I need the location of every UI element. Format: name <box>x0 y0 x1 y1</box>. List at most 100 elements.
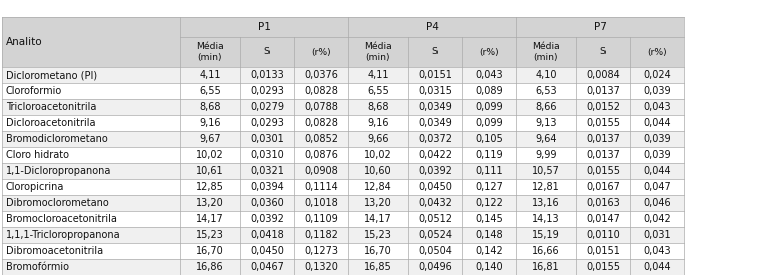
Text: P7: P7 <box>594 22 607 32</box>
Bar <box>576 37 630 67</box>
Text: 0,024: 0,024 <box>643 70 671 80</box>
Text: 0,0151: 0,0151 <box>418 70 452 80</box>
Text: Cloropicrina: Cloropicrina <box>6 182 65 192</box>
Text: Bromofórmio: Bromofórmio <box>6 262 69 272</box>
Bar <box>516 17 684 37</box>
Text: Dibromoacetonitrila: Dibromoacetonitrila <box>6 246 103 256</box>
Bar <box>2 179 684 195</box>
Text: 9,64: 9,64 <box>535 134 557 144</box>
Text: 8,66: 8,66 <box>535 102 557 112</box>
Text: 0,0376: 0,0376 <box>304 70 338 80</box>
Text: 16,70: 16,70 <box>196 246 224 256</box>
Text: 0,0310: 0,0310 <box>250 150 284 160</box>
Text: 9,13: 9,13 <box>535 118 557 128</box>
Text: 0,0152: 0,0152 <box>586 102 620 112</box>
Bar <box>516 37 576 67</box>
Text: 8,68: 8,68 <box>368 102 389 112</box>
Bar <box>180 17 348 37</box>
Text: 0,0137: 0,0137 <box>586 86 620 96</box>
Text: 0,043: 0,043 <box>475 70 503 80</box>
Text: 0,1018: 0,1018 <box>304 198 338 208</box>
Text: 0,0321: 0,0321 <box>250 166 284 176</box>
Text: Sᵢ: Sᵢ <box>431 48 439 56</box>
Text: 0,0450: 0,0450 <box>250 246 284 256</box>
Text: 0,145: 0,145 <box>475 214 503 224</box>
Bar <box>2 115 684 131</box>
Text: 8,68: 8,68 <box>199 102 221 112</box>
Bar <box>2 17 180 67</box>
Text: 0,0155: 0,0155 <box>586 166 620 176</box>
Text: 0,042: 0,042 <box>643 214 671 224</box>
Text: 6,55: 6,55 <box>199 86 221 96</box>
Text: Analito: Analito <box>6 37 43 47</box>
Text: Sᵢ: Sᵢ <box>599 48 607 56</box>
Text: 0,0467: 0,0467 <box>250 262 284 272</box>
Text: 0,046: 0,046 <box>643 198 670 208</box>
Text: 13,16: 13,16 <box>532 198 560 208</box>
Text: 0,148: 0,148 <box>475 230 503 240</box>
Text: 0,099: 0,099 <box>475 118 503 128</box>
Text: 0,0496: 0,0496 <box>418 262 452 272</box>
Bar <box>294 37 348 67</box>
Text: 4,11: 4,11 <box>368 70 389 80</box>
Bar <box>630 37 684 67</box>
Text: 9,99: 9,99 <box>535 150 557 160</box>
Text: 0,043: 0,043 <box>643 102 670 112</box>
Text: 10,60: 10,60 <box>365 166 392 176</box>
Text: 0,0163: 0,0163 <box>586 198 620 208</box>
Text: 0,0151: 0,0151 <box>586 246 620 256</box>
Text: 16,86: 16,86 <box>196 262 224 272</box>
Text: Cloroformio: Cloroformio <box>6 86 62 96</box>
Text: 0,0137: 0,0137 <box>586 150 620 160</box>
Bar <box>2 67 684 83</box>
Text: Tricloroacetonitrila: Tricloroacetonitrila <box>6 102 97 112</box>
Text: 0,0852: 0,0852 <box>304 134 338 144</box>
Text: (r%): (r%) <box>647 48 667 56</box>
Bar <box>2 83 684 99</box>
Text: Dibromoclorometano: Dibromoclorometano <box>6 198 109 208</box>
Text: 1,1-Dicloropropanona: 1,1-Dicloropropanona <box>6 166 111 176</box>
Text: 0,122: 0,122 <box>475 198 503 208</box>
Text: 0,0432: 0,0432 <box>418 198 452 208</box>
Text: 16,81: 16,81 <box>532 262 560 272</box>
Bar <box>240 37 294 67</box>
Text: 0,0418: 0,0418 <box>250 230 284 240</box>
Text: 10,02: 10,02 <box>196 150 224 160</box>
Text: Média
(min): Média (min) <box>532 42 560 62</box>
Text: 14,17: 14,17 <box>364 214 392 224</box>
Bar <box>2 147 684 163</box>
Text: 0,0828: 0,0828 <box>304 86 338 96</box>
Text: (r%): (r%) <box>479 48 498 56</box>
Text: Dicloroacetonitrila: Dicloroacetonitrila <box>6 118 95 128</box>
Text: 0,039: 0,039 <box>643 150 670 160</box>
Text: 0,1114: 0,1114 <box>304 182 338 192</box>
Text: 12,81: 12,81 <box>532 182 560 192</box>
Text: 0,0155: 0,0155 <box>586 262 620 272</box>
Text: 6,53: 6,53 <box>535 86 557 96</box>
Text: 0,044: 0,044 <box>643 166 670 176</box>
Text: 0,0084: 0,0084 <box>586 70 620 80</box>
Bar <box>2 211 684 227</box>
Text: 0,111: 0,111 <box>475 166 503 176</box>
Text: 0,0394: 0,0394 <box>250 182 284 192</box>
Text: 0,0372: 0,0372 <box>418 134 452 144</box>
Text: 14,13: 14,13 <box>532 214 560 224</box>
Text: Bromodiclorometano: Bromodiclorometano <box>6 134 108 144</box>
Text: 4,11: 4,11 <box>199 70 221 80</box>
Text: Média
(min): Média (min) <box>196 42 224 62</box>
Text: 13,20: 13,20 <box>196 198 224 208</box>
Text: 16,66: 16,66 <box>532 246 560 256</box>
Text: Sᵢ: Sᵢ <box>263 48 271 56</box>
Text: 0,0512: 0,0512 <box>418 214 452 224</box>
Text: 16,85: 16,85 <box>364 262 392 272</box>
Text: 0,1273: 0,1273 <box>304 246 338 256</box>
Text: 10,61: 10,61 <box>196 166 224 176</box>
Text: 0,099: 0,099 <box>475 102 503 112</box>
Text: 0,0504: 0,0504 <box>418 246 452 256</box>
Text: (r%): (r%) <box>311 48 331 56</box>
Text: 4,10: 4,10 <box>535 70 557 80</box>
Text: 0,1320: 0,1320 <box>304 262 338 272</box>
Bar <box>2 243 684 259</box>
Text: 9,66: 9,66 <box>368 134 389 144</box>
Text: 0,142: 0,142 <box>475 246 503 256</box>
